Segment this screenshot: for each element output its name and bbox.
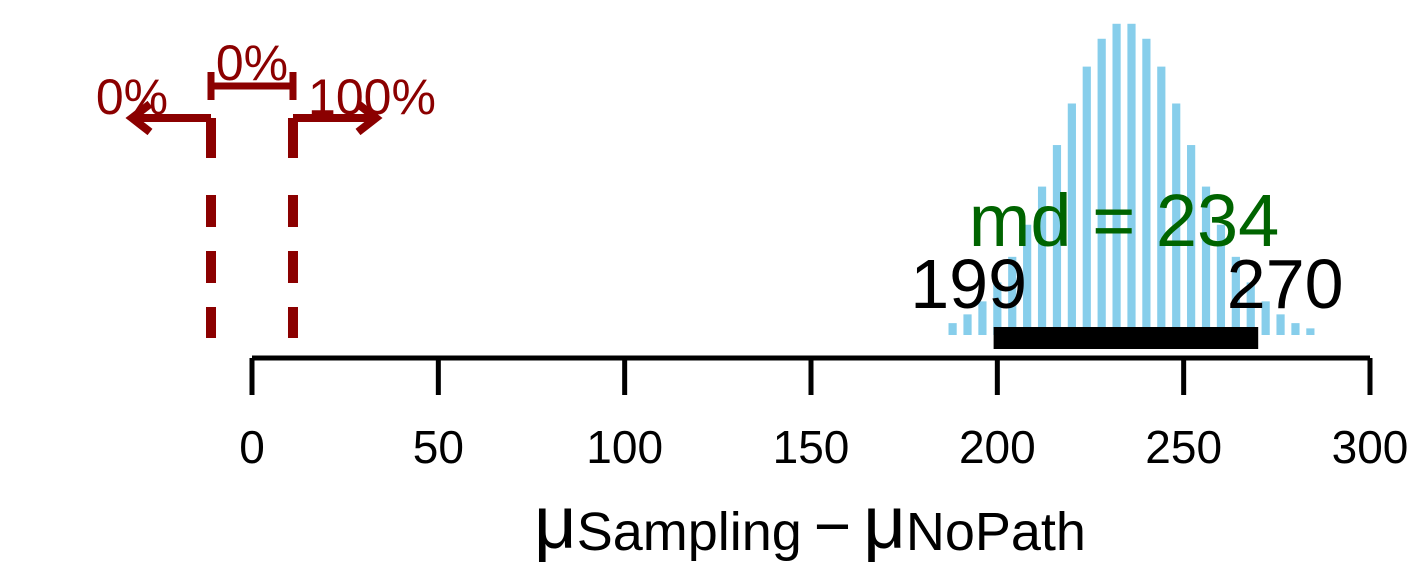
rope-pct-label: 100% xyxy=(308,69,436,125)
rope-pct-label: 0% xyxy=(216,35,288,91)
rope-arrow-right xyxy=(292,100,383,136)
bar xyxy=(1067,103,1076,335)
x-label-part: μ xyxy=(534,481,577,564)
bar xyxy=(978,301,987,335)
bar xyxy=(1008,256,1017,335)
x-tick-label: 0 xyxy=(239,421,265,473)
x-label-part: Sampling xyxy=(577,502,802,562)
rope-arrow-left xyxy=(125,100,212,136)
x-tick-label: 200 xyxy=(959,421,1036,473)
bar xyxy=(1023,224,1032,335)
bar xyxy=(1157,66,1166,335)
hdi-label: 270 xyxy=(1227,245,1344,323)
bar xyxy=(1201,186,1211,335)
bar xyxy=(1082,66,1091,335)
bar xyxy=(1037,186,1047,335)
x-tick-label: 300 xyxy=(1332,421,1409,473)
bar xyxy=(1172,103,1181,335)
mode-label: md = 234 xyxy=(969,179,1280,262)
bar xyxy=(1216,224,1226,335)
bar xyxy=(1306,328,1315,335)
x-label-part: − xyxy=(814,490,851,562)
x-tick-label: 50 xyxy=(413,421,464,473)
bar xyxy=(1127,23,1136,336)
bar xyxy=(1231,256,1240,335)
rope-pct-label: 0% xyxy=(96,69,168,125)
x-tick-label: 100 xyxy=(586,421,663,473)
x-tick-label: 150 xyxy=(773,421,850,473)
x-axis-label: μSampling − μNoPath xyxy=(534,481,1086,564)
bar xyxy=(1291,323,1300,335)
bar xyxy=(1246,282,1255,335)
bar xyxy=(1276,314,1285,335)
bar xyxy=(993,282,1002,335)
bar xyxy=(1261,301,1270,335)
hdi-label: 199 xyxy=(910,245,1027,323)
bar xyxy=(1112,23,1121,336)
bar xyxy=(1142,38,1151,336)
x-label-part: NoPath xyxy=(906,502,1086,562)
rope-bracket xyxy=(207,72,297,100)
bar xyxy=(1052,145,1062,335)
bar xyxy=(963,314,972,335)
bar xyxy=(1097,38,1106,336)
x-tick-label: 250 xyxy=(1145,421,1222,473)
bar xyxy=(1187,145,1196,335)
bar xyxy=(948,323,957,335)
x-label-part: μ xyxy=(863,481,906,564)
